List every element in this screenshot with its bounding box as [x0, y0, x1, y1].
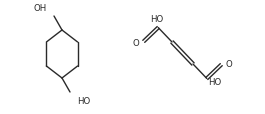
- Text: O: O: [133, 39, 140, 47]
- Text: HO: HO: [209, 77, 222, 86]
- Text: O: O: [225, 60, 232, 69]
- Text: OH: OH: [34, 4, 47, 13]
- Text: HO: HO: [150, 15, 164, 24]
- Text: HO: HO: [77, 96, 90, 105]
